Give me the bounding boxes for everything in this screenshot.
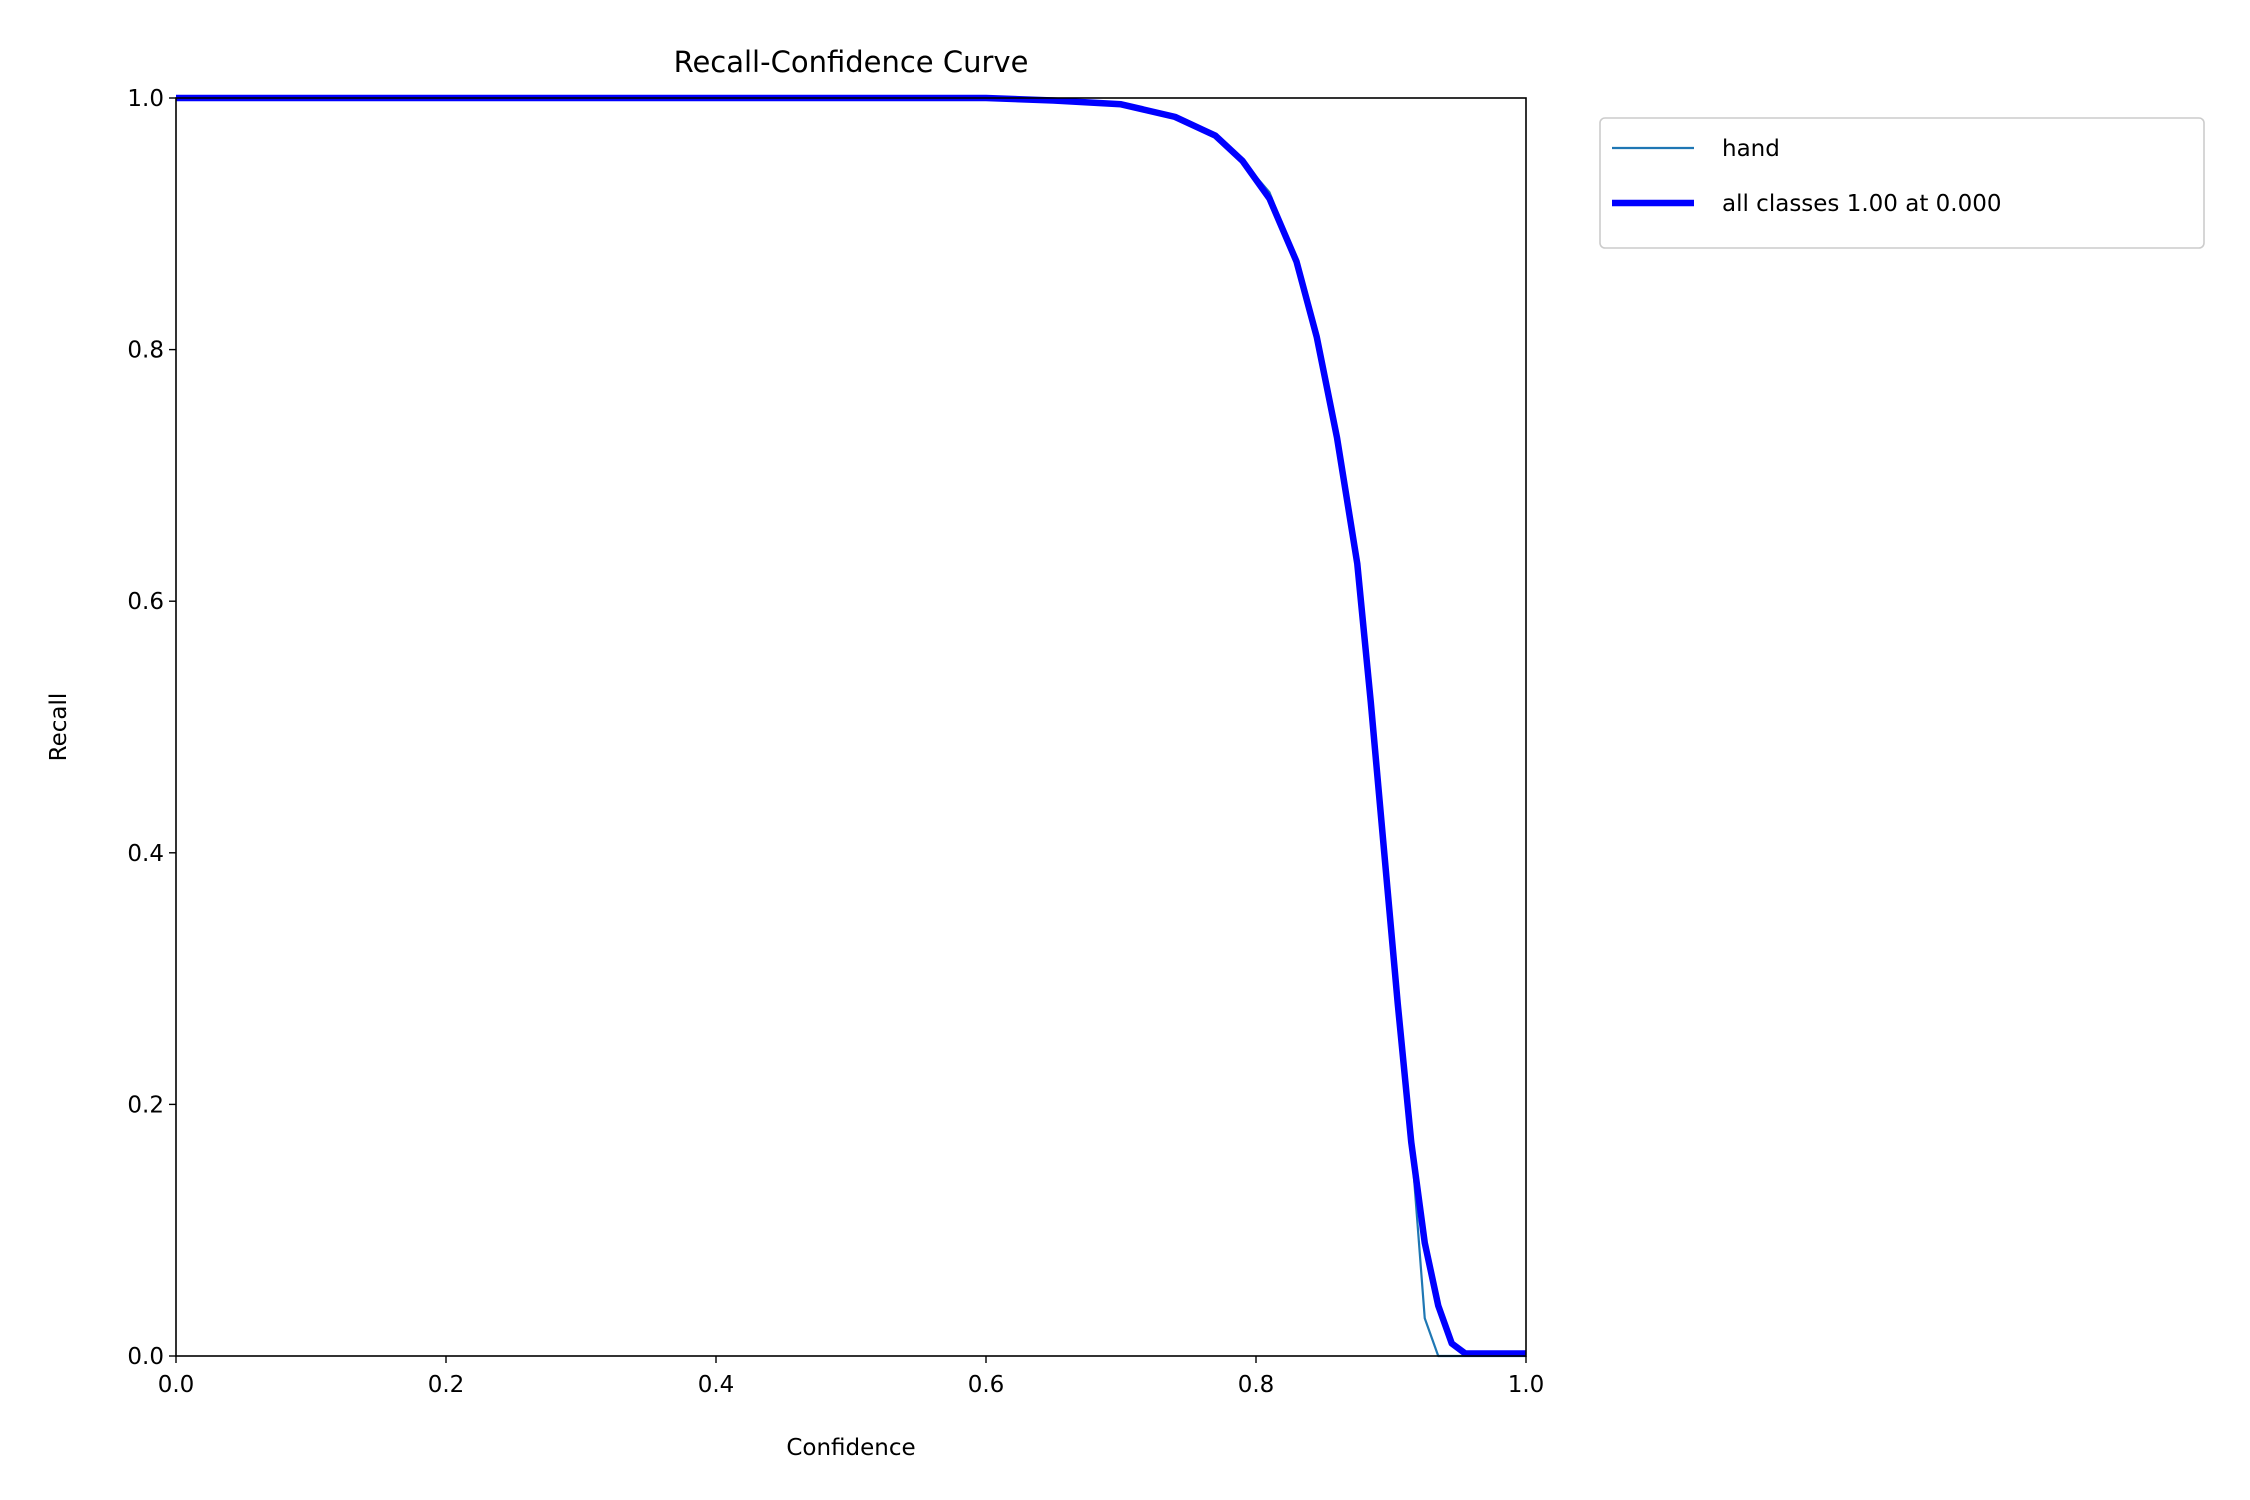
chart-title: Recall-Confidence Curve [674,45,1029,79]
y-tick-label: 0.0 [127,1344,164,1370]
x-tick-label: 0.0 [158,1372,195,1398]
legend: hand all classes 1.00 at 0.000 [1599,117,2205,249]
x-tick-label: 0.6 [968,1372,1005,1398]
y-axis-label: Recall [46,693,72,762]
x-axis-label: Confidence [786,1435,915,1461]
x-tick-label: 1.0 [1508,1372,1545,1398]
x-tick-label: 0.4 [698,1372,735,1398]
y-tick-label: 0.8 [127,338,164,364]
y-tick-label: 1.0 [127,86,164,112]
y-tick-label: 0.2 [127,1092,164,1118]
y-tick-label: 0.6 [127,589,164,615]
axes-frame [175,97,1527,1357]
y-tick-label: 0.4 [127,841,164,867]
legend-label: hand [1722,136,1780,162]
legend-label: all classes 1.00 at 0.000 [1722,191,2002,217]
x-tick-label: 0.2 [428,1372,465,1398]
legend-box [1599,117,2205,249]
x-tick-label: 0.8 [1238,1372,1275,1398]
